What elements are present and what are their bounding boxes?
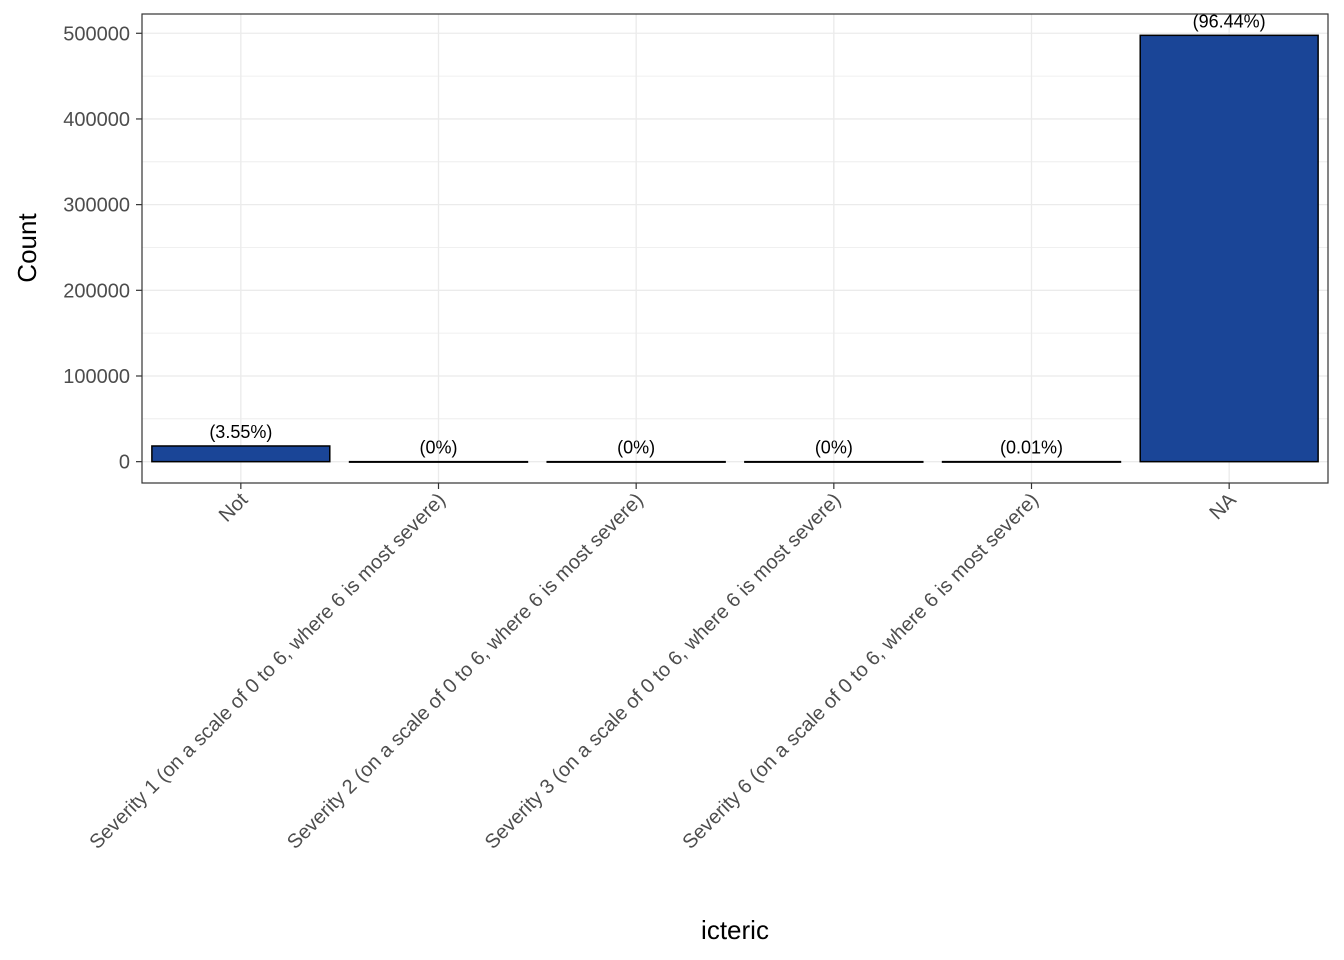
x-tick-label: Severity 2 (on a scale of 0 to 6, where … bbox=[283, 489, 648, 854]
bar-layer bbox=[151, 34, 1319, 463]
bar bbox=[546, 460, 726, 463]
bar bbox=[941, 460, 1122, 463]
y-axis-title: Count bbox=[12, 213, 42, 283]
y-tick-label: 300000 bbox=[63, 195, 130, 217]
x-tick-label: Severity 1 (on a scale of 0 to 6, where … bbox=[85, 489, 450, 854]
data-label: (96.44%) bbox=[1193, 11, 1266, 31]
bar bbox=[348, 460, 529, 463]
x-tick-label: Not bbox=[215, 489, 253, 527]
bar bbox=[1139, 34, 1319, 463]
panel-border bbox=[141, 13, 1329, 484]
data-label: (0%) bbox=[419, 438, 457, 458]
data-label: (3.55%) bbox=[209, 422, 272, 442]
y-axis: 0 100000 200000 300000 400000 500000 bbox=[63, 23, 142, 474]
y-tick-label: 100000 bbox=[63, 366, 130, 388]
x-tick-label: Severity 3 (on a scale of 0 to 6, where … bbox=[481, 489, 846, 854]
x-axis-title: icteric bbox=[701, 915, 769, 945]
data-label: (0%) bbox=[815, 438, 853, 458]
x-tick-label: NA bbox=[1205, 489, 1241, 525]
data-label: (0.01%) bbox=[1000, 438, 1063, 458]
x-tick-label: Severity 6 (on a scale of 0 to 6, where … bbox=[678, 489, 1043, 854]
data-label: (0%) bbox=[617, 438, 655, 458]
y-tick-label: 500000 bbox=[63, 23, 130, 45]
grid-layer bbox=[142, 14, 1328, 483]
y-tick-label: 200000 bbox=[63, 280, 130, 302]
y-tick-label: 0 bbox=[119, 452, 130, 474]
bar bbox=[151, 445, 331, 463]
bar bbox=[744, 460, 924, 463]
y-tick-label: 400000 bbox=[63, 109, 130, 131]
data-label-layer: (3.55%) (0%) (0%) (0%) (0.01%) (96.44%) bbox=[209, 11, 1265, 457]
